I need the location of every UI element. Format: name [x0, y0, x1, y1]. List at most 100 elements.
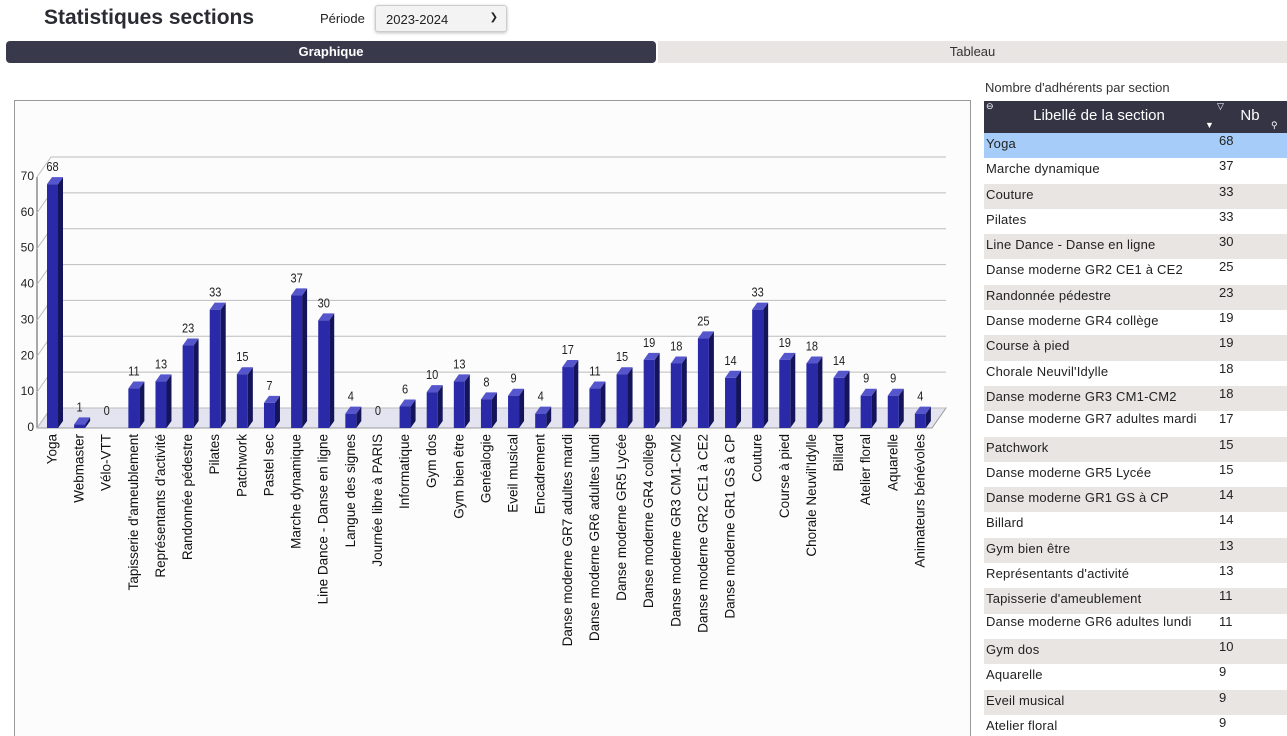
y-tick-label: 60 [21, 205, 35, 219]
bar-top [806, 356, 823, 364]
bar-front [453, 381, 465, 428]
x-tick-label: Langue des signes [343, 434, 358, 548]
zoom-icon[interactable]: ⚲ [1271, 120, 1278, 130]
table-row[interactable]: Pilates 33 [984, 208, 1287, 235]
bar-side [437, 385, 443, 428]
bar-front [779, 359, 791, 428]
period-select[interactable]: 2023-2024 ❯ [375, 5, 507, 32]
table-row[interactable]: Danse moderne GR4 collège 19 [984, 310, 1287, 336]
bar-side [708, 331, 714, 428]
bar-top [833, 370, 850, 378]
table-row[interactable]: Chorale Neuvil'Idylle 18 [984, 360, 1287, 386]
bar-front [535, 413, 547, 428]
row-label: Danse moderne GR3 CM1-CM2 [986, 388, 1177, 404]
bar-top [74, 417, 91, 425]
bar [562, 360, 579, 428]
data-label: 17 [562, 342, 575, 357]
bar-chart-svg: 01020304050607068Yoga1Webmaster0Vélo-VTT… [21, 156, 947, 646]
data-label: 15 [236, 349, 249, 364]
bar [236, 367, 253, 428]
data-label: 0 [375, 403, 381, 418]
collapse-icon[interactable]: ⊖ [986, 101, 994, 111]
row-label: Eveil musical [986, 692, 1065, 708]
data-label: 33 [752, 285, 765, 300]
bar [426, 385, 443, 428]
table-row[interactable]: Billard 14 [984, 512, 1287, 538]
bar-top [318, 313, 335, 321]
table-row[interactable]: Randonnée pédestre 23 [984, 284, 1287, 311]
bar-side [58, 177, 63, 428]
bar-side [464, 374, 470, 428]
table-row[interactable]: Atelier floral 9 [984, 714, 1287, 736]
row-label: Gym bien être [986, 540, 1071, 556]
table-row[interactable]: Marche dynamique 37 [984, 158, 1287, 184]
data-label: 68 [46, 159, 59, 174]
row-count: 17 [1219, 411, 1234, 427]
row-count: 37 [1219, 158, 1234, 174]
bar-front [914, 413, 926, 428]
bar-front [426, 392, 438, 428]
bar-front [399, 406, 411, 428]
row-count: 18 [1219, 360, 1234, 376]
bar-top [47, 177, 63, 185]
table-row[interactable]: Danse moderne GR7 adultes mardi 17 [984, 411, 1287, 437]
x-tick-label: Tapisserie d'ameublement [126, 434, 141, 591]
table-row[interactable]: Gym dos 10 [984, 638, 1287, 665]
bar-side [627, 367, 633, 428]
x-tick-label: Encadrement [533, 434, 548, 515]
bar-top [589, 381, 606, 389]
data-label: 11 [589, 364, 601, 379]
row-count: 11 [1219, 613, 1233, 629]
bar [725, 370, 742, 428]
bar-front [128, 388, 140, 428]
row-count: 9 [1219, 689, 1227, 705]
data-label: 4 [538, 389, 544, 404]
row-label: Danse moderne GR5 Lycée [986, 464, 1152, 480]
table-row[interactable]: Line Dance - Danse en ligne 30 [984, 234, 1287, 260]
tab-graphique[interactable]: Graphique [6, 41, 656, 63]
tab-tableau[interactable]: Tableau [658, 41, 1287, 63]
bar-front [263, 402, 275, 428]
table-row[interactable]: Patchwork 15 [984, 436, 1287, 462]
table-row[interactable]: Danse moderne GR5 Lycée 15 [984, 461, 1287, 488]
table-row[interactable]: Eveil musical 9 [984, 689, 1287, 715]
row-label: Randonnée pédestre [986, 287, 1112, 303]
table-row[interactable]: Danse moderne GR6 adultes lundi 11 [984, 613, 1287, 639]
table-row[interactable]: Tapisserie d'ameublement 11 [984, 588, 1287, 614]
row-label: Aquarelle [986, 667, 1043, 683]
data-label: 4 [917, 389, 923, 404]
row-label: Danse moderne GR1 GS à CP [986, 490, 1169, 506]
column-header-label[interactable]: Libellé de la section [1033, 107, 1165, 124]
data-label: 4 [348, 389, 354, 404]
bar-side [654, 352, 660, 428]
table-row[interactable]: Aquarelle 9 [984, 664, 1287, 690]
table-row[interactable]: Danse moderne GR2 CE1 à CE2 25 [984, 259, 1287, 285]
table-row[interactable]: Course à pied 19 [984, 335, 1287, 361]
row-label: Atelier floral [986, 717, 1058, 733]
bar [128, 381, 145, 428]
bar-front [291, 295, 303, 428]
row-count: 9 [1219, 664, 1227, 680]
data-label: 10 [426, 367, 439, 382]
table-row[interactable]: Représentants d'activité 13 [984, 563, 1287, 589]
chevron-down-icon: ❯ [489, 12, 498, 23]
table-row[interactable]: Yoga 68 [984, 133, 1287, 159]
bar [209, 302, 226, 428]
bar [670, 356, 687, 428]
bar-top [697, 331, 714, 339]
x-tick-label: Danse moderne GR4 collège [641, 434, 656, 608]
filter-icon[interactable]: ▼ [1205, 120, 1214, 130]
table-row[interactable]: Danse moderne GR3 CM1-CM2 18 [984, 385, 1287, 412]
bar-side [871, 388, 877, 428]
gridline [36, 192, 946, 214]
sort-down-icon[interactable]: ▽ [1217, 101, 1224, 111]
y-tick-label: 20 [21, 348, 35, 362]
bar-side [139, 381, 145, 428]
table-row[interactable]: Danse moderne GR1 GS à CP 14 [984, 487, 1287, 513]
bar [318, 313, 335, 428]
bar-front [508, 395, 520, 428]
table-row[interactable]: Couture 33 [984, 183, 1287, 209]
data-label: 11 [128, 364, 140, 379]
table-row[interactable]: Gym bien être 13 [984, 537, 1287, 564]
column-header-nb[interactable]: Nb [1240, 107, 1260, 124]
